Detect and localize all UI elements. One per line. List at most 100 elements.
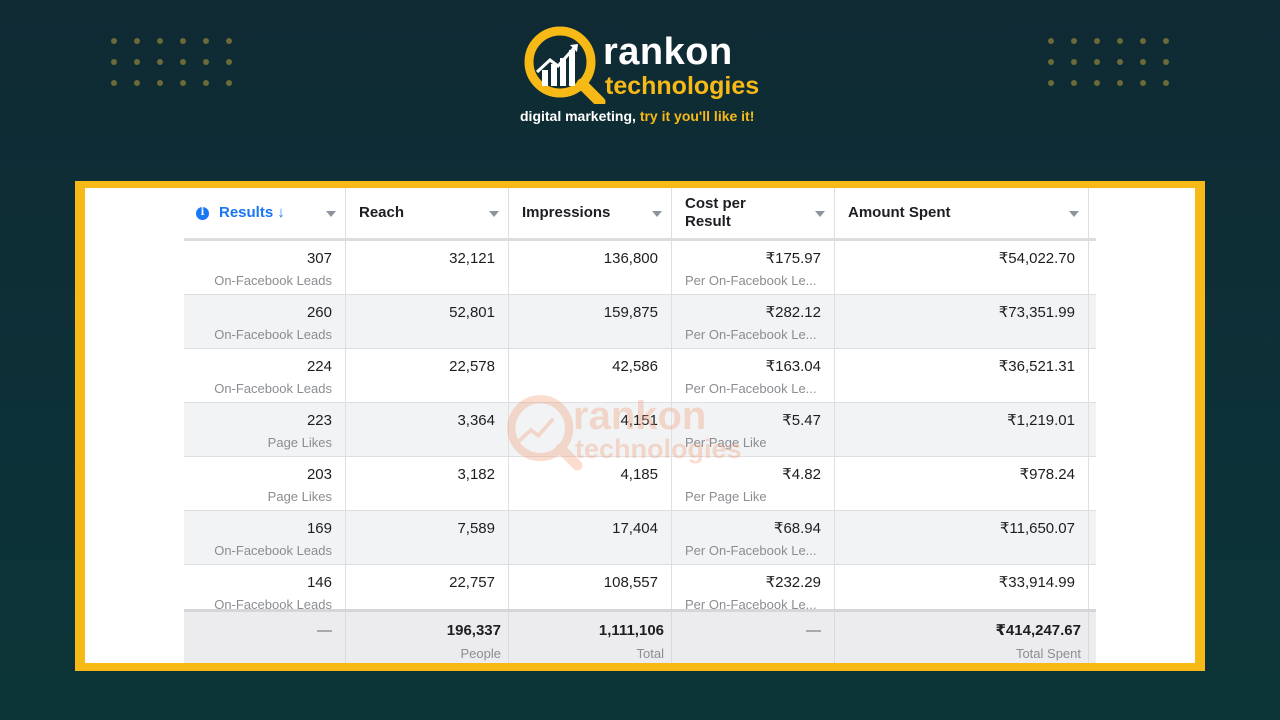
reach-cell: 22,578 [346,349,509,402]
cost-value: ₹4.82 [782,466,821,483]
results-cell: 260 On-Facebook Leads [184,295,346,348]
cost-type: Per On-Facebook Le... [685,381,817,396]
impressions-cell: 17,404 [509,511,672,564]
reach-value: 7,589 [457,520,495,537]
reach-value: 22,757 [449,574,495,591]
cost-per-result-cell: ₹282.12 Per On-Facebook Le... [672,295,835,348]
brand-tagline: digital marketing, try it you'll like it… [520,108,754,124]
amount-spent-cell: ₹11,650.07 [835,511,1089,564]
cost-type: Per On-Facebook Le... [685,273,817,288]
table-row[interactable]: 224 On-Facebook Leads 22,578 42,586 ₹163.04 P… [184,349,1096,403]
total-reach-label: People [460,646,501,661]
total-reach-cell: 196,337 People [346,612,509,663]
total-spent: ₹414,247.67 [995,622,1081,639]
chevron-down-icon[interactable] [326,211,336,217]
table-totals-row: — 196,337 People 1,111,106 Total — ₹414,… [184,609,1096,663]
chevron-down-icon[interactable] [489,211,499,217]
table-row[interactable]: 260 On-Facebook Leads 52,801 159,875 ₹282.12… [184,295,1096,349]
total-spent-label: Total Spent [1015,646,1081,661]
spent-value: ₹54,022.70 [998,250,1075,267]
spent-value: ₹33,914.99 [998,574,1075,591]
chevron-down-icon[interactable] [1069,211,1079,217]
column-header-reach[interactable]: Reach [346,188,509,238]
column-header-impressions[interactable]: Impressions [509,188,672,238]
cost-per-result-cell: ₹232.29 Per On-Facebook Le... [672,565,835,618]
cost-per-result-cell: ₹175.97 Per On-Facebook Le... [672,241,835,294]
cost-value: ₹232.29 [765,574,821,591]
table-row[interactable]: 223 Page Likes 3,364 4,151 ₹5.47 Per Page Lik… [184,403,1096,457]
table-row[interactable]: 169 On-Facebook Leads 7,589 17,404 ₹68.94 Per… [184,511,1096,565]
impressions-value: 108,557 [603,574,658,591]
cost-value: ₹175.97 [765,250,821,267]
total-impressions-label: Total [636,646,664,661]
total-results-cell: — [184,612,346,663]
results-type: Page Likes [267,435,332,450]
impressions-cell: 4,185 [509,457,672,510]
total-cost: — [806,622,821,639]
reach-value: 3,182 [457,466,495,483]
cost-per-result-cell: ₹163.04 Per On-Facebook Le... [672,349,835,402]
spent-value: ₹73,351.99 [998,304,1075,321]
chart-magnifier-icon [524,26,606,104]
cost-per-result-cell: ₹68.94 Per On-Facebook Le... [672,511,835,564]
impressions-value: 4,185 [620,466,658,483]
tagline-prefix: digital marketing, [520,108,640,124]
column-header-amount-spent[interactable]: Amount Spent [835,188,1089,238]
results-value: 146 [306,574,332,591]
impressions-cell: 108,557 [509,565,672,618]
column-header-label: Amount Spent [848,204,951,221]
decorative-dots-right [1048,38,1169,86]
reach-cell: 32,121 [346,241,509,294]
info-icon[interactable]: i [196,206,209,220]
results-type: Page Likes [267,489,332,504]
row-spacer [1089,457,1096,510]
ads-results-table: i Results ↓ Reach Impressions Cost per R… [184,188,1096,619]
results-cell: 203 Page Likes [184,457,346,510]
reach-value: 52,801 [449,304,495,321]
table-row[interactable]: 307 On-Facebook Leads 32,121 136,800 ₹175.97… [184,241,1096,295]
chevron-down-icon[interactable] [815,211,825,217]
results-value: 223 [306,412,332,429]
impressions-value: 17,404 [612,520,658,537]
cost-per-result-cell: ₹5.47 Per Page Like [672,403,835,456]
cost-value: ₹5.47 [782,412,821,429]
results-cell: 169 On-Facebook Leads [184,511,346,564]
impressions-value: 136,800 [603,250,658,267]
reach-cell: 3,364 [346,403,509,456]
impressions-cell: 42,586 [509,349,672,402]
decorative-dots-left [111,38,232,86]
column-header-label: Results [219,204,274,221]
spent-value: ₹1,219.01 [1007,412,1075,429]
impressions-value: 4,151 [620,412,658,429]
total-impressions: 1,111,106 [598,622,664,639]
total-spent-cell: ₹414,247.67 Total Spent [835,612,1089,663]
amount-spent-cell: ₹73,351.99 [835,295,1089,348]
arrow-down-icon: ↓ [277,204,285,221]
cost-value: ₹163.04 [765,358,821,375]
total-spacer [1089,612,1096,663]
table-row[interactable]: 203 Page Likes 3,182 4,185 ₹4.82 Per Page Lik… [184,457,1096,511]
cost-value: ₹282.12 [765,304,821,321]
column-header-cost-per-result[interactable]: Cost per Result [672,188,835,238]
table-body: 307 On-Facebook Leads 32,121 136,800 ₹175.97… [184,241,1096,619]
results-cell: 223 Page Likes [184,403,346,456]
amount-spent-cell: ₹1,219.01 [835,403,1089,456]
cost-type: Per On-Facebook Le... [685,543,817,558]
reach-cell: 52,801 [346,295,509,348]
total-results: — [317,622,332,639]
reach-value: 3,364 [457,412,495,429]
impressions-cell: 159,875 [509,295,672,348]
chevron-down-icon[interactable] [652,211,662,217]
results-type: On-Facebook Leads [214,381,332,396]
column-header-results[interactable]: i Results ↓ [184,188,346,238]
total-reach: 196,337 [446,622,501,639]
reach-cell: 7,589 [346,511,509,564]
column-header-label: Cost per Result [685,195,746,230]
spent-value: ₹978.24 [1019,466,1075,483]
reach-value: 32,121 [449,250,495,267]
row-spacer [1089,511,1096,564]
table-header: i Results ↓ Reach Impressions Cost per R… [184,188,1096,241]
column-header-spacer [1089,188,1096,238]
impressions-cell: 4,151 [509,403,672,456]
results-value: 260 [306,304,332,321]
